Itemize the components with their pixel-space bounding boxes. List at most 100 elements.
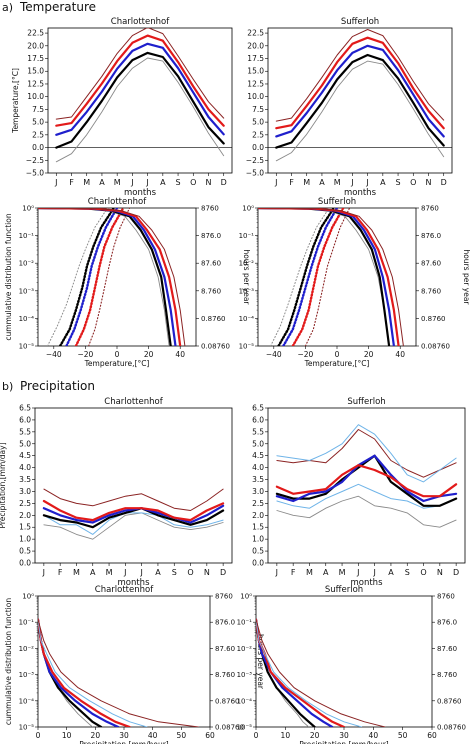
y-tick-label: 17.5 [247, 54, 264, 63]
x-tick-label: D [220, 568, 226, 577]
x-tick-label: 40 [175, 350, 185, 359]
x-tick-label: F [289, 178, 294, 187]
y-tick-label: 10⁰ [22, 593, 34, 601]
y-tick-label: 4.5 [19, 451, 31, 460]
y-tick-label: 4.0 [252, 463, 264, 472]
x-tick-label: J [274, 178, 277, 187]
y-tick-label: 10⁻⁴ [19, 315, 35, 323]
x-tick-label: 10 [62, 731, 72, 740]
series-line-grey [43, 512, 224, 540]
series-group [275, 424, 458, 528]
y-tick-label-right: 0.8760 [437, 697, 462, 705]
plot-frame [47, 27, 233, 174]
x-tick-label: 20 [144, 350, 154, 359]
y-tick-label-right: 0.08760 [201, 343, 230, 351]
series-line-brown [38, 619, 199, 727]
x-tick-label: S [176, 178, 181, 187]
y-tick-label: 1.5 [19, 523, 31, 532]
x-tick-label: −20 [297, 350, 313, 359]
series-line-red [38, 618, 131, 727]
x-axis-label: Temperature,[°C] [84, 359, 150, 368]
x-tick-label: J [365, 178, 368, 187]
x-tick-label: 0 [254, 731, 259, 740]
y-tick-label-right: 876.0 [201, 232, 221, 240]
x-tick-label: 30 [119, 731, 129, 740]
x-tick-label: S [396, 178, 401, 187]
y-tick-label: 15.0 [247, 67, 264, 76]
y-tick-label: 3.5 [252, 475, 264, 484]
series-line-black [55, 51, 225, 149]
chart-title: Charlottenhof [88, 197, 147, 207]
y-tick-label: 3.5 [19, 475, 31, 484]
x-tick-label: 20 [91, 731, 101, 740]
series-group [258, 208, 404, 346]
x-tick-label: 50 [177, 731, 187, 740]
x-axis-label: months [117, 578, 150, 588]
series-line-lightblue [256, 619, 363, 727]
x-tick-label: J [42, 568, 45, 577]
y-axis-label: Precipitation,[mm/day] [0, 442, 7, 528]
y-tick-label: 6.5 [19, 404, 31, 413]
x-tick-label: M [83, 178, 90, 187]
series-line-blue-dotted [65, 208, 119, 346]
x-tick-label: D [441, 178, 447, 187]
y-tick-label: 10⁻⁴ [239, 315, 255, 323]
x-tick-label: N [426, 178, 432, 187]
series-line-red-solid [38, 208, 182, 346]
series-group [275, 29, 445, 162]
x-tick-label: 50 [398, 731, 408, 740]
y-tick-label-right: 0.8760 [421, 315, 446, 323]
y-tick-label: 10.0 [247, 92, 264, 101]
x-tick-label: 30 [339, 731, 349, 740]
y-tick-label: 10⁰ [242, 205, 254, 213]
series-line-brown-dotted [88, 208, 131, 346]
plot-frame [267, 27, 453, 174]
y-axis-label: Temperature,[°C] [11, 68, 20, 134]
series-line-red [275, 464, 458, 498]
series-line-grey-dotted [47, 208, 108, 346]
y-tick-label: 0.0 [19, 559, 31, 568]
series-line-brown-solid [38, 208, 186, 346]
x-tick-label: O [420, 568, 426, 577]
x-tick-label: 60 [427, 731, 437, 740]
y-tick-label: 12.5 [247, 79, 264, 88]
y-tick-label-right: 876.0 [215, 619, 235, 627]
plot-frame [267, 407, 466, 564]
y-tick-label: 10⁻¹ [19, 619, 35, 627]
x-tick-label: A [380, 178, 386, 187]
series-line-lightblue [276, 424, 457, 483]
series-line-grey [275, 60, 445, 162]
chart-prec_cdf_sufferloh: Sufferloh 0 10 20 30 40 50 60 Precipitation,[mm/… [237, 585, 466, 744]
y-tick-label: 5.0 [19, 439, 31, 448]
series-line-grey-solid [258, 208, 390, 346]
series-line-lightblue [43, 512, 224, 535]
y-tick-label: 0.5 [19, 547, 31, 556]
y-tick-label: 10⁰ [240, 593, 252, 601]
y-tick-label: 10⁻¹ [237, 619, 253, 627]
y-axis-label-right: hours per year [462, 249, 471, 305]
x-tick-label: J [275, 568, 278, 577]
y-tick-label-right: 0.08760 [215, 724, 244, 732]
y-tick-label: 17.5 [27, 54, 44, 63]
series-line-black [42, 507, 225, 529]
series-line-brown-solid [258, 208, 404, 346]
x-tick-label: 20 [310, 731, 320, 740]
x-tick-label: O [190, 178, 196, 187]
y-tick-label: 0.0 [252, 559, 264, 568]
y-tick-label-right: 8760 [437, 593, 455, 601]
x-tick-label: 40 [148, 731, 158, 740]
y-tick-label: 5.5 [19, 427, 31, 436]
y-tick-label: 0.5 [252, 547, 264, 556]
x-tick-label: J [356, 568, 359, 577]
x-axis-label: months [124, 188, 157, 198]
y-tick-label-right: 876.0 [437, 619, 457, 627]
series-line-blue [55, 42, 225, 136]
y-tick-label: 4.0 [19, 463, 31, 472]
x-tick-label: A [319, 178, 325, 187]
y-tick-label: 6.0 [19, 415, 31, 424]
y-tick-label-right: 0.8760 [215, 697, 240, 705]
y-tick-label: 2.5 [32, 130, 44, 139]
